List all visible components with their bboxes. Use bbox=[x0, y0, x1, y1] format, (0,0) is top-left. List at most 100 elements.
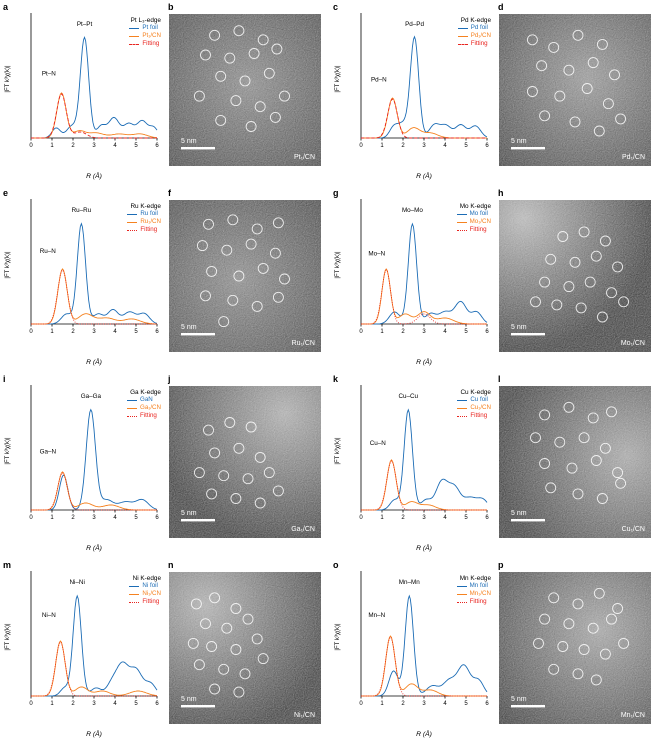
atom-circle bbox=[551, 299, 563, 311]
atom-circle bbox=[263, 67, 275, 79]
curve-sac bbox=[361, 97, 487, 139]
chart-legend: Ru K-edge Ru foil Ru₁/CN Fitting bbox=[127, 203, 161, 234]
legend-line-swatch bbox=[456, 230, 467, 231]
atom-circle bbox=[596, 38, 608, 50]
atom-circle bbox=[566, 462, 578, 474]
atom-circle bbox=[215, 70, 227, 82]
atom-circle bbox=[206, 488, 218, 500]
atom-circle bbox=[599, 235, 611, 247]
legend-line-swatch bbox=[129, 36, 140, 37]
panel-letter-m: m bbox=[3, 560, 12, 570]
atom-circle bbox=[239, 75, 251, 87]
curve-fit bbox=[361, 636, 487, 697]
panel-letter-b: b bbox=[168, 2, 174, 12]
atom-circle bbox=[548, 41, 560, 53]
atom-circle bbox=[245, 421, 257, 433]
legend-item: Ru foil bbox=[127, 211, 158, 218]
x-tick-label: 5 bbox=[464, 701, 468, 707]
legend-item: Pt₁/CN bbox=[129, 33, 161, 40]
legend-line-swatch bbox=[456, 586, 467, 587]
legend-item: Fitting bbox=[457, 413, 487, 420]
atom-circle bbox=[618, 296, 630, 308]
atom-circle bbox=[572, 598, 584, 610]
panel-e: e 0 1 2 3 4 5 6 R (Å) |FT k³χ(k)| Ru–Ru Ru–N Ru K-ed… bbox=[0, 186, 165, 372]
legend-label: Ni foil bbox=[142, 582, 158, 590]
legend-item: Cu₁/CN bbox=[457, 405, 491, 412]
atom-circle bbox=[599, 648, 611, 660]
x-tick-label: 0 bbox=[359, 143, 363, 149]
atom-circle bbox=[618, 637, 630, 649]
chart-panel-m: 0 1 2 3 4 5 6 R (Å) |FT k³χ(k)| Ni–Ni Ni–N Ni K-edg… bbox=[1, 562, 163, 740]
x-tick-label: 5 bbox=[464, 515, 468, 521]
legend-line-swatch bbox=[456, 222, 467, 223]
scale-bar bbox=[511, 705, 545, 708]
atom-circle bbox=[539, 276, 551, 288]
scale-bar-label: 5 nm bbox=[181, 138, 197, 145]
legend-label: Cu foil bbox=[470, 396, 488, 404]
sample-label: Ru₁/CN bbox=[292, 340, 315, 347]
atom-circle bbox=[587, 57, 599, 69]
legend-label: Cu₁/CN bbox=[470, 404, 491, 412]
atom-circle bbox=[209, 29, 221, 41]
atom-circle bbox=[557, 231, 569, 242]
y-axis-label: |FT k³χ(k)| bbox=[335, 623, 341, 651]
single-atom-markers bbox=[526, 29, 627, 137]
panel-b: b 5 nm Pt₁/CN bbox=[165, 0, 330, 186]
x-tick-label: 1 bbox=[380, 143, 384, 149]
panel-p: p 5 nm Mn₁/CN bbox=[495, 558, 660, 744]
curve-sac bbox=[361, 268, 487, 325]
atom-circle bbox=[233, 686, 245, 698]
scale-bar-label: 5 nm bbox=[511, 696, 527, 703]
y-axis-label: |FT k³χ(k)| bbox=[5, 437, 11, 465]
chart-panel-g: 0 1 2 3 4 5 6 R (Å) |FT k³χ(k)| Mo–Mo Mo–N Mo K-edg… bbox=[331, 190, 493, 368]
chart-panel-o: 0 1 2 3 4 5 6 R (Å) |FT k³χ(k)| Mn–Mn Mn–N Mn K-edg… bbox=[331, 562, 493, 740]
edge-label: Pt L₃-edge bbox=[130, 17, 161, 24]
legend-label: Pt foil bbox=[142, 24, 158, 32]
edge-label: Ni K-edge bbox=[132, 575, 161, 582]
peak-annotation: Cu–Cu bbox=[398, 393, 418, 400]
atom-circle bbox=[221, 244, 233, 256]
legend-item: Mn foil bbox=[456, 583, 488, 590]
legend-label: Fitting bbox=[140, 412, 157, 420]
x-tick-label: 1 bbox=[50, 701, 54, 707]
legend-item: Ni₁/CN bbox=[129, 591, 161, 598]
legend-label: GaN bbox=[140, 396, 153, 404]
legend-label: Ga₁/CN bbox=[140, 404, 161, 412]
atom-circle bbox=[257, 262, 269, 274]
scale-bar-label: 5 nm bbox=[511, 324, 527, 331]
x-tick-label: 0 bbox=[29, 329, 33, 335]
x-tick-label: 6 bbox=[485, 143, 489, 149]
x-tick-label: 2 bbox=[401, 515, 405, 521]
x-tick-label: 6 bbox=[155, 329, 159, 335]
curve-sac bbox=[31, 471, 157, 511]
atom-circle bbox=[209, 683, 221, 695]
atom-circle bbox=[530, 296, 541, 308]
legend-item: Pd foil bbox=[457, 25, 488, 32]
atom-circle bbox=[596, 493, 608, 504]
x-tick-label: 1 bbox=[380, 701, 384, 707]
x-tick-label: 6 bbox=[485, 701, 489, 707]
atom-circle bbox=[539, 409, 551, 421]
x-tick-label: 4 bbox=[443, 701, 447, 707]
legend-item: Ru₁/CN bbox=[127, 219, 161, 226]
x-tick-label: 5 bbox=[134, 701, 138, 707]
atom-circle bbox=[593, 125, 605, 137]
curve-foil bbox=[361, 222, 488, 325]
legend-line-swatch bbox=[127, 222, 138, 223]
atom-circle bbox=[251, 223, 263, 235]
chart-panel-i: 0 1 2 3 4 5 6 R (Å) |FT k³χ(k)| Ga–Ga Ga–N Ga K-edg… bbox=[1, 376, 163, 554]
panel-letter-l: l bbox=[498, 374, 501, 384]
atom-circle bbox=[254, 101, 266, 113]
chart-panel-a: 0 1 2 3 4 5 6 R (Å) |FT k³χ(k)| Pt–Pt Pt–N Pt L₃-ed… bbox=[1, 4, 163, 182]
x-tick-label: 5 bbox=[134, 329, 138, 335]
atom-circle bbox=[615, 477, 627, 489]
atom-circle bbox=[581, 83, 593, 94]
atom-circle bbox=[272, 291, 284, 303]
scale-bar bbox=[511, 147, 545, 150]
legend-label: Pd₁/CN bbox=[470, 32, 491, 40]
panel-d: d 5 nm Pd₁/CN bbox=[495, 0, 660, 186]
panel-letter-n: n bbox=[168, 560, 174, 570]
atom-circle bbox=[612, 261, 624, 273]
atom-circle bbox=[563, 618, 575, 630]
